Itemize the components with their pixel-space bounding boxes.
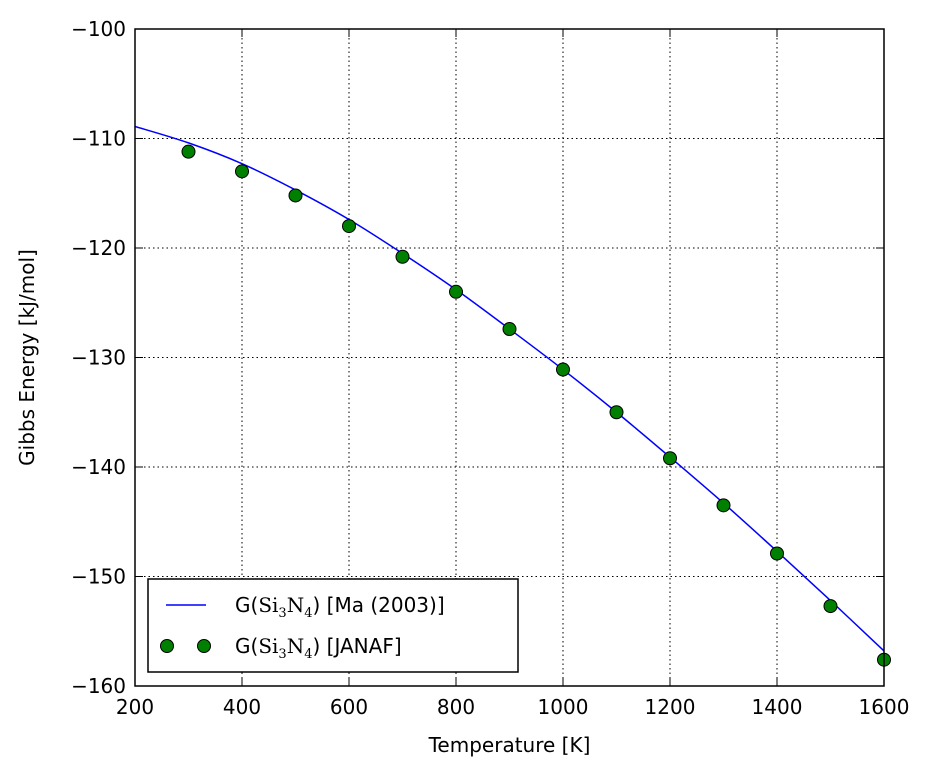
x-tick-label: 1600 [859, 695, 910, 719]
x-tick-label: 600 [330, 695, 368, 719]
janaf-data-point [609, 405, 624, 420]
y-tick-label: −120 [71, 236, 126, 260]
janaf-data-point [716, 498, 731, 513]
y-tick-label: −150 [71, 565, 126, 589]
janaf-data-point [449, 284, 463, 299]
x-tick-label: 1000 [538, 695, 589, 719]
x-tick-label: 200 [116, 695, 154, 719]
series-line-ma-2003 [135, 125, 884, 652]
janaf-data-point [556, 362, 570, 377]
janaf-data-point [342, 219, 356, 234]
legend-label-ma: G(Si3N4) [Ma (2003)] [235, 593, 445, 621]
legend-marker-swatch-b [197, 639, 211, 653]
y-tick-label: −160 [71, 674, 126, 698]
marker-layer [181, 144, 891, 667]
janaf-data-point [235, 164, 249, 179]
plot-area [135, 125, 884, 652]
janaf-data-point [288, 188, 303, 203]
janaf-data-point [181, 144, 196, 159]
x-tick-label: 1400 [752, 695, 803, 719]
legend-box [147, 578, 519, 673]
grid-lines [135, 29, 884, 686]
axis-ticks: 200 400 600 800 1000 1200 1400 1600 −160 −150 −140… [71, 17, 909, 719]
legend: G(Si3N4) [Ma (2003)] G(Si3N4) [JANAF] [147, 578, 519, 673]
x-tick-label: 400 [223, 695, 261, 719]
x-tick-label: 800 [437, 695, 475, 719]
x-axis-label: Temperature [K] [428, 733, 591, 757]
legend-label-janaf: G(Si3N4) [JANAF] [235, 634, 402, 662]
janaf-data-point [395, 249, 410, 264]
y-tick-label: −130 [71, 346, 126, 370]
y-tick-label: −110 [71, 127, 126, 151]
janaf-data-point [770, 546, 784, 561]
y-tick-label: −140 [71, 455, 126, 479]
y-tick-label: −100 [71, 17, 126, 41]
legend-marker-swatch-a [160, 639, 174, 653]
y-axis-label: Gibbs Energy [kJ/mol] [15, 249, 39, 466]
janaf-data-point [502, 322, 517, 337]
x-tick-label: 1200 [645, 695, 696, 719]
janaf-data-point [823, 599, 838, 614]
janaf-data-point [663, 451, 677, 466]
